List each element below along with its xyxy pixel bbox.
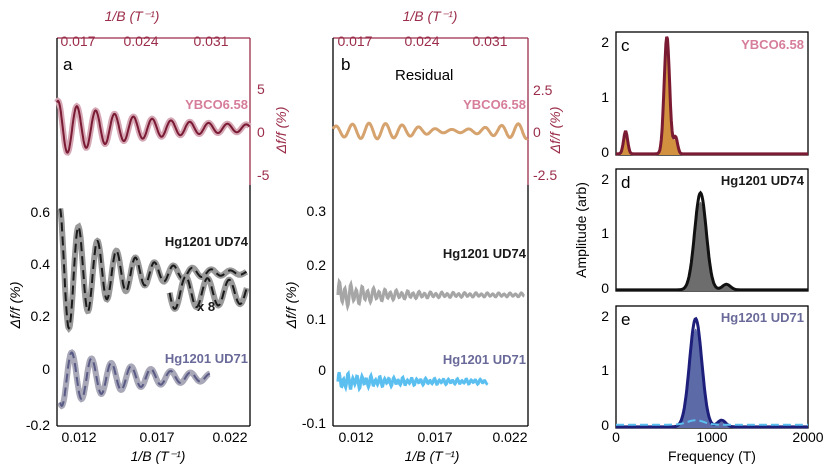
panel-b-ybco-residual bbox=[333, 123, 528, 139]
panel-e-label: e bbox=[621, 310, 630, 329]
panel-c-fill bbox=[616, 47, 808, 155]
panel-b: b Residual 0.017 0.024 0.031 1/B (T⁻¹) 2… bbox=[283, 8, 563, 464]
panel-c-series-label: YBCO6.58 bbox=[741, 37, 804, 52]
panel-b-right-tick-0: 0 bbox=[533, 124, 541, 140]
panel-a-bottom-tick-2: 0.022 bbox=[212, 429, 247, 445]
panel-d-tick-1: 1 bbox=[601, 225, 609, 241]
panel-e-xtick-0: 0 bbox=[612, 429, 620, 445]
panel-c-tick-1: 1 bbox=[601, 89, 609, 105]
panel-e: e Hg1201 UD71 2 1 0 0 1000 2000 Frequenc… bbox=[601, 306, 824, 464]
panel-b-hg71-residual bbox=[338, 372, 488, 388]
panel-b-left-tick-02: 0.2 bbox=[307, 257, 327, 273]
panel-e-tick-0: 0 bbox=[601, 417, 609, 433]
panel-a-left-tick-02: 0.2 bbox=[31, 308, 51, 324]
panel-b-right-tick-m25: -2.5 bbox=[533, 167, 557, 183]
figure: a 0.017 0.024 0.031 1/B (T⁻¹) 5 0 -5 Δf/… bbox=[0, 0, 830, 471]
panel-a-ybco-label: YBCO6.58 bbox=[185, 97, 248, 112]
panel-d-tick-0: 0 bbox=[601, 280, 609, 296]
panel-b-ybco-label: YBCO6.58 bbox=[463, 97, 526, 112]
panel-b-top-tick-0: 0.017 bbox=[337, 33, 372, 49]
panel-b-top-tick-2: 0.031 bbox=[472, 33, 507, 49]
panel-e-series-label: Hg1201 UD71 bbox=[721, 310, 804, 325]
panel-e-xtick-1000: 1000 bbox=[696, 429, 727, 445]
panel-a-top-tick-2: 0.031 bbox=[193, 33, 228, 49]
panel-c-line bbox=[616, 37, 808, 154]
panel-a-right-ylabel: Δf/f (%) bbox=[273, 107, 289, 155]
panel-b-top-xlabel: 1/B (T⁻¹) bbox=[403, 8, 458, 24]
panel-d: d Hg1201 UD74 2 1 0 Amplitude (arb) bbox=[573, 169, 808, 296]
panel-b-bottom-tick-1: 0.017 bbox=[417, 429, 452, 445]
panel-a-left-ylabel: Δf/f (%) bbox=[7, 282, 23, 330]
panel-d-ylabel: Amplitude (arb) bbox=[573, 182, 589, 278]
panel-a-bottom-xlabel: 1/B (T⁻¹) bbox=[131, 448, 186, 464]
panel-b-bottom-xlabel: 1/B (T⁻¹) bbox=[405, 448, 460, 464]
panel-e-tick-1: 1 bbox=[601, 362, 609, 378]
panel-b-hg74-label: Hg1201 UD74 bbox=[443, 246, 527, 261]
panel-e-fill bbox=[616, 329, 808, 428]
panel-e-tick-2: 2 bbox=[601, 308, 609, 324]
panel-a-left-tick-06: 0.6 bbox=[31, 204, 51, 220]
panel-b-left-tick-03: 0.3 bbox=[307, 203, 327, 219]
panel-a-label: a bbox=[63, 55, 73, 74]
panel-c: c YBCO6.58 2 1 0 bbox=[601, 32, 808, 160]
panel-b-title: Residual bbox=[395, 67, 453, 84]
panel-a-x8-annotation: x 8 bbox=[197, 299, 215, 314]
panel-b-bottom-tick-0: 0.012 bbox=[338, 429, 373, 445]
panel-a-top-tick-0: 0.017 bbox=[60, 33, 95, 49]
panel-c-tick-0: 0 bbox=[601, 144, 609, 160]
panel-a-hg74-label: Hg1201 UD74 bbox=[165, 234, 249, 249]
panel-b-hg74-residual bbox=[338, 282, 525, 307]
panel-b-label: b bbox=[341, 55, 350, 74]
panel-c-tick-2: 2 bbox=[601, 34, 609, 50]
panel-e-xlabel: Frequency (T) bbox=[668, 448, 756, 464]
panel-a-hg71-label: Hg1201 UD71 bbox=[165, 351, 248, 366]
panel-d-tick-2: 2 bbox=[601, 171, 609, 187]
panel-c-label: c bbox=[621, 36, 630, 55]
panel-b-left-tick-01: 0.1 bbox=[307, 311, 327, 327]
panel-a-bottom-tick-0: 0.012 bbox=[61, 429, 96, 445]
panel-a-left-tick-04: 0.4 bbox=[31, 256, 51, 272]
panel-b-left-tick-0: 0 bbox=[318, 362, 326, 378]
panel-b-left-tick-m01: -0.1 bbox=[302, 415, 326, 431]
panel-a-right-tick-m5: -5 bbox=[257, 167, 270, 183]
panel-b-right-tick-25: 2.5 bbox=[533, 82, 553, 98]
panel-b-bottom-tick-2: 0.022 bbox=[492, 429, 527, 445]
panel-a-top-xlabel: 1/B (T⁻¹) bbox=[105, 8, 160, 24]
panel-a-right-tick-0: 0 bbox=[257, 124, 265, 140]
panel-e-xtick-2000: 2000 bbox=[792, 429, 823, 445]
panel-d-label: d bbox=[621, 173, 630, 192]
panel-a: a 0.017 0.024 0.031 1/B (T⁻¹) 5 0 -5 Δf/… bbox=[7, 8, 289, 464]
panel-b-hg71-label: Hg1201 UD71 bbox=[443, 352, 526, 367]
panel-d-line bbox=[616, 193, 808, 290]
panel-a-left-tick-0: 0 bbox=[42, 361, 50, 377]
panel-a-bottom-tick-1: 0.017 bbox=[139, 429, 174, 445]
panel-b-left-ylabel: Δf/f (%) bbox=[283, 282, 299, 330]
panel-a-left-tick-m02: -0.2 bbox=[26, 417, 50, 433]
panel-d-series-label: Hg1201 UD74 bbox=[721, 173, 805, 188]
panel-b-right-ylabel: Δf/f (%) bbox=[547, 107, 563, 155]
panel-e-line bbox=[616, 319, 808, 427]
panel-b-top-tick-1: 0.024 bbox=[404, 33, 439, 49]
panel-a-right-tick-5: 5 bbox=[257, 81, 265, 97]
panel-a-top-tick-1: 0.024 bbox=[123, 33, 158, 49]
